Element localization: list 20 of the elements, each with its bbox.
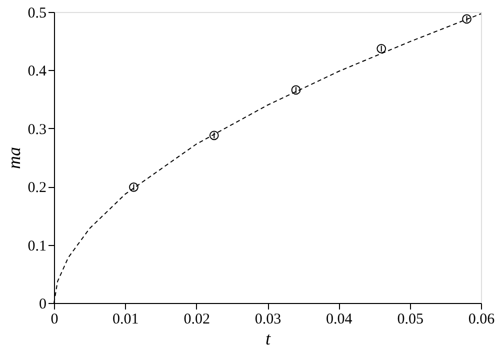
point [291, 85, 301, 95]
x-tick-label: 0.04 [326, 312, 353, 328]
point [129, 182, 138, 192]
x-tick-label: 0.01 [112, 312, 139, 328]
x-tick-label: 0.06 [468, 312, 496, 328]
y-tick-label: 0.4 [28, 64, 47, 80]
x-axis-title: t [265, 328, 272, 348]
x-tick-label: 0 [50, 312, 58, 328]
point [462, 14, 472, 24]
y-axis-title: ma [4, 147, 24, 169]
point [209, 130, 219, 140]
y-tick-label: 0.3 [28, 122, 46, 138]
y-tick-label: 0.5 [28, 6, 46, 22]
x-tick-label: 0.02 [184, 312, 210, 328]
y-tick-label: 0 [39, 296, 46, 312]
y-tick-label: 0.2 [28, 180, 46, 196]
y-tick-label: 0.1 [28, 238, 46, 254]
x-tick-label: 0.03 [254, 312, 282, 328]
x-tick-label: 0.05 [397, 312, 424, 328]
point [376, 44, 386, 54]
